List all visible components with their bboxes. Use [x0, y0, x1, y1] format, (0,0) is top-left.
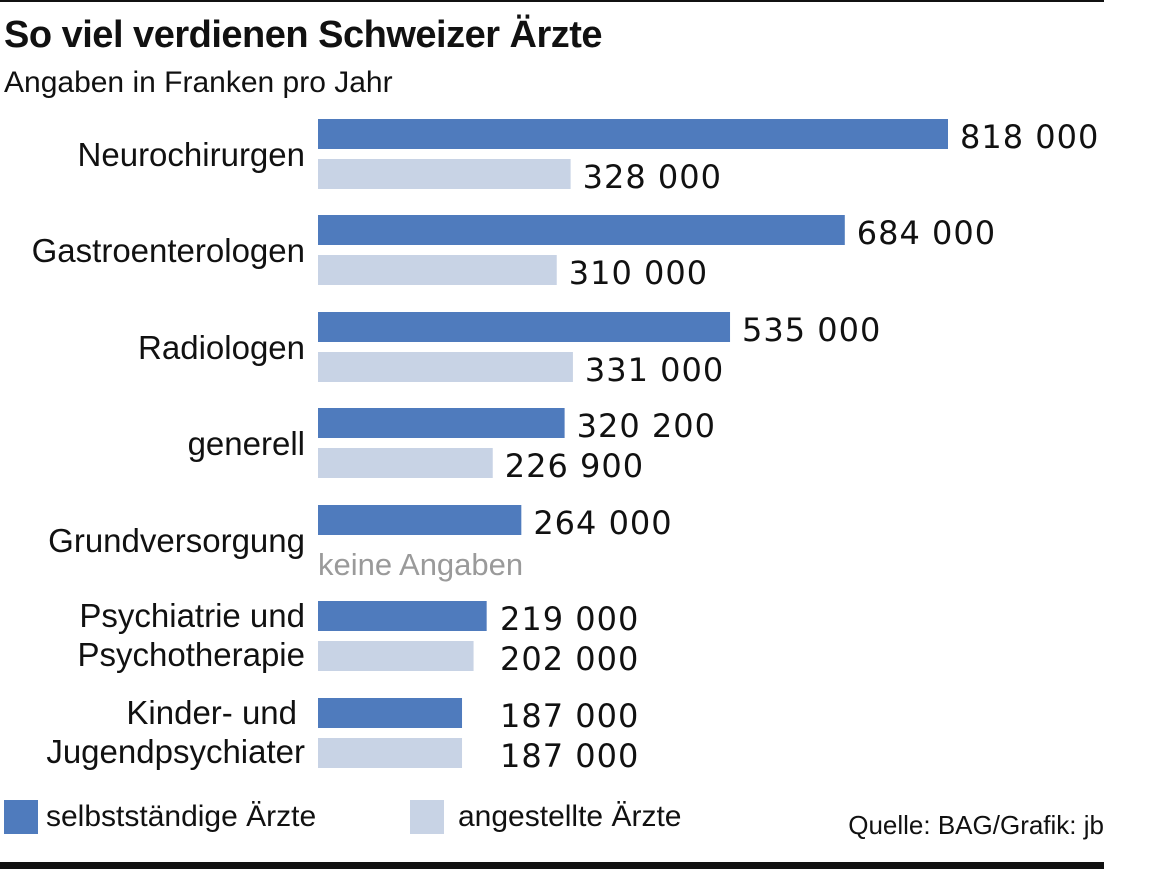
value-label-selbststaendig-gastroenterologen: 684 000	[857, 214, 996, 252]
source-note: Quelle: BAG/Grafik: jb	[848, 810, 1104, 840]
legend-label-angestellt: angestellte Ärzte	[458, 800, 682, 833]
category-label-gastroenterologen: Gastroenterologen	[32, 232, 305, 269]
legend-swatch-angestellt	[410, 800, 444, 834]
value-label-selbststaendig-neurochirurgen: 818 000	[960, 118, 1099, 156]
bar-angestellt-generell	[318, 448, 493, 478]
value-label-selbststaendig-psychiatrie-und-psychotherapie: 219 000	[500, 600, 639, 638]
value-label-selbststaendig-kinder-und-jugendpsychiater: 187 000	[500, 697, 639, 735]
legend: selbstständige Ärzte angestellte Ärzte Q…	[0, 800, 1104, 850]
category-label-kinder-und-jugendpsychiater: Kinder- und Jugendpsychiater	[46, 694, 305, 770]
value-label-selbststaendig-grundversorgung: 264 000	[533, 504, 672, 542]
category-label-radiologen: Radiologen	[138, 329, 305, 366]
category-label-generell: generell	[188, 425, 305, 462]
value-label-angestellt-gastroenterologen: 310 000	[569, 254, 708, 292]
bar-angestellt-kinder-und-jugendpsychiater	[318, 738, 463, 768]
legend-item-selbststaendig: selbstständige Ärzte	[4, 800, 316, 834]
bar-selbststaendig-neurochirurgen	[318, 119, 948, 149]
chart-title: So viel verdienen Schweizer Ärzte	[4, 14, 603, 56]
value-label-angestellt-radiologen: 331 000	[585, 351, 724, 389]
bar-selbststaendig-grundversorgung	[318, 505, 522, 535]
bar-selbststaendig-gastroenterologen	[318, 215, 845, 245]
bar-selbststaendig-radiologen	[318, 312, 731, 342]
bar-angestellt-neurochirurgen	[318, 159, 571, 189]
value-label-selbststaendig-generell: 320 200	[577, 407, 716, 445]
legend-swatch-selbststaendig	[4, 800, 38, 834]
bar-angestellt-gastroenterologen	[318, 255, 557, 285]
chart-subtitle: Angaben in Franken pro Jahr	[4, 66, 393, 99]
no-data-label-grundversorgung: keine Angaben	[318, 547, 523, 582]
bar-angestellt-psychiatrie-und-psychotherapie	[318, 641, 474, 671]
legend-item-angestellt: angestellte Ärzte	[410, 800, 681, 834]
value-label-angestellt-kinder-und-jugendpsychiater: 187 000	[500, 737, 639, 775]
category-label-neurochirurgen: Neurochirurgen	[78, 136, 305, 173]
bar-chart: Neurochirurgen 818 000 328 000 Gastroentero…	[32, 118, 1099, 775]
value-label-angestellt-generell: 226 900	[505, 447, 644, 485]
legend-label-selbststaendig: selbstständige Ärzte	[46, 800, 317, 833]
category-label-psychiatrie-und-psychotherapie: Psychiatrie und Psychotherapie	[78, 597, 305, 673]
top-rule	[0, 0, 1104, 2]
category-label-grundversorgung: Grundversorgung	[48, 522, 305, 559]
value-label-selbststaendig-radiologen: 535 000	[742, 311, 881, 349]
bottom-rule	[0, 862, 1104, 869]
bar-selbststaendig-generell	[318, 408, 565, 438]
bar-selbststaendig-psychiatrie-und-psychotherapie	[318, 601, 487, 631]
value-label-angestellt-psychiatrie-und-psychotherapie: 202 000	[500, 640, 639, 678]
bar-selbststaendig-kinder-und-jugendpsychiater	[318, 698, 463, 728]
value-label-angestellt-neurochirurgen: 328 000	[583, 158, 722, 196]
bar-angestellt-radiologen	[318, 352, 573, 382]
